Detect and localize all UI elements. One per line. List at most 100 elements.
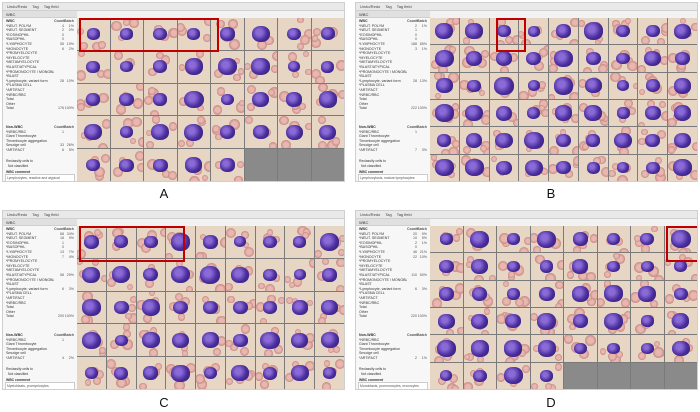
cell-grid[interactable] bbox=[430, 226, 697, 389]
non-wbc-row[interactable]: Giant Thrombocyte bbox=[359, 342, 427, 347]
cell-image[interactable] bbox=[196, 258, 225, 291]
non-wbc-row[interactable]: *NRBC/RBC 1 bbox=[6, 338, 74, 343]
wbc-class-row[interactable]: *BASOPHIL 0 bbox=[359, 245, 427, 250]
wbc-class-row[interactable]: *LYMPHOCYTE 13 7% bbox=[6, 250, 74, 255]
wbc-class-row[interactable]: *LYMPHOCYTE 55 19% bbox=[6, 42, 74, 47]
cell-image[interactable] bbox=[631, 308, 664, 335]
wbc-class-row[interactable]: *ARTIFACT bbox=[6, 88, 74, 93]
reclassify-value[interactable]: Not classified bbox=[8, 164, 29, 168]
wbc-class-row[interactable]: *NEUT. POLYM 2 1% bbox=[359, 24, 427, 29]
wbc-class-row[interactable]: *PLASMA CELL bbox=[359, 291, 427, 296]
cell-image[interactable] bbox=[497, 362, 530, 389]
wbc-class-row[interactable]: *BLAST/ATYPICAL 110 50% bbox=[359, 273, 427, 278]
cell-image[interactable] bbox=[430, 308, 463, 335]
cell-image[interactable] bbox=[664, 280, 697, 307]
cell-image[interactable] bbox=[144, 50, 177, 83]
cell-image[interactable] bbox=[530, 308, 563, 335]
toolbar-tag[interactable]: Tag bbox=[32, 4, 39, 9]
wbc-class-row[interactable]: *NEUT. SEGMENT 18 9% bbox=[6, 236, 74, 241]
cell-image[interactable] bbox=[578, 72, 608, 99]
wbc-class-row[interactable]: *BLAST bbox=[6, 282, 74, 287]
cell-image[interactable] bbox=[225, 291, 255, 324]
cell-image[interactable] bbox=[597, 280, 630, 307]
wbc-class-row[interactable]: *MONOCYTE 3 1% bbox=[359, 47, 427, 52]
toolbar-undo[interactable]: Undo/Redo bbox=[360, 212, 381, 217]
non-wbc-row[interactable]: Non-WBC Count Batch bbox=[6, 125, 74, 130]
cell-image[interactable] bbox=[497, 308, 530, 335]
cell-image[interactable] bbox=[110, 50, 143, 83]
cell-image[interactable] bbox=[530, 335, 563, 362]
non-wbc-row[interactable]: Non-WBC Count Batch bbox=[6, 333, 74, 338]
reclassify-value[interactable]: Not classified bbox=[361, 372, 382, 376]
cell-image[interactable] bbox=[77, 226, 106, 258]
cell-image[interactable] bbox=[597, 226, 630, 253]
wbc-class-row[interactable]: *Lymphocyte, variant form 28 10% bbox=[6, 79, 74, 84]
cell-image[interactable] bbox=[244, 18, 277, 50]
non-wbc-row[interactable]: *ARTIFACT 4 2% bbox=[6, 356, 74, 361]
comment-field[interactable]: Lymphocytosis, mature lymphocytes bbox=[358, 174, 428, 181]
cell-image[interactable] bbox=[110, 116, 143, 149]
cell-image[interactable] bbox=[578, 100, 608, 127]
cell-image[interactable] bbox=[77, 324, 106, 357]
cell-image[interactable] bbox=[631, 335, 664, 362]
toolbar-tag[interactable]: Tag bbox=[385, 4, 392, 9]
cell-image[interactable] bbox=[597, 335, 630, 362]
cell-image[interactable] bbox=[549, 127, 578, 154]
cell-image[interactable] bbox=[459, 45, 489, 72]
cell-image[interactable] bbox=[77, 149, 110, 181]
empty-cell[interactable] bbox=[631, 362, 664, 389]
cell-image[interactable] bbox=[106, 226, 136, 258]
cell-image[interactable] bbox=[110, 149, 143, 181]
cell-image[interactable] bbox=[430, 45, 459, 72]
wbc-class-row[interactable]: *MYELOCYTE bbox=[359, 264, 427, 269]
wbc-class-row[interactable]: *NEUT. POLYM 68 34% bbox=[6, 232, 74, 237]
cell-image[interactable] bbox=[489, 127, 519, 154]
wbc-class-row[interactable]: *LYMPHOCYTE 46 21% bbox=[359, 250, 427, 255]
cell-image[interactable] bbox=[278, 50, 311, 83]
comment-field[interactable]: Monoblasts, promonocytes, monocytes bbox=[358, 382, 428, 389]
wbc-class-row[interactable]: *BLAST/ATYPICAL bbox=[359, 65, 427, 70]
cell-image[interactable] bbox=[668, 127, 697, 154]
toolbar-undo[interactable]: Undo/Redo bbox=[7, 212, 28, 217]
wbc-class-row[interactable]: *PLASMA CELL bbox=[6, 83, 74, 88]
cell-image[interactable] bbox=[631, 253, 664, 280]
cell-image[interactable] bbox=[285, 357, 315, 389]
wbc-class-row[interactable]: *ARTIFACT bbox=[359, 88, 427, 93]
wbc-class-row[interactable]: *PROMONOCYTE / MONOBLAST bbox=[359, 70, 427, 75]
cell-image[interactable] bbox=[225, 258, 255, 291]
cell-image[interactable] bbox=[530, 280, 563, 307]
cell-image[interactable] bbox=[225, 226, 255, 258]
cell-image[interactable] bbox=[430, 18, 459, 45]
cell-image[interactable] bbox=[255, 324, 285, 357]
toolbar-undo[interactable]: Undo/Redo bbox=[360, 4, 381, 9]
cell-image[interactable] bbox=[166, 258, 196, 291]
non-wbc-row[interactable]: Smudge cell bbox=[6, 351, 74, 356]
cell-image[interactable] bbox=[166, 357, 196, 389]
cell-image[interactable] bbox=[459, 154, 489, 181]
wbc-class-row[interactable]: *NRBC/RBC bbox=[6, 301, 74, 306]
wbc-class-row[interactable]: *PLASMA CELL bbox=[6, 291, 74, 296]
cell-image[interactable] bbox=[177, 83, 210, 116]
non-wbc-row[interactable]: *NRBC/RBC 1 bbox=[6, 130, 74, 135]
wbc-class-row[interactable]: *PROMYELOCYTE bbox=[359, 259, 427, 264]
toolbar-undo[interactable]: Undo/Redo bbox=[7, 4, 28, 9]
non-wbc-row[interactable]: Smudge cell 33 26% bbox=[6, 143, 74, 148]
wbc-class-row[interactable]: Other bbox=[359, 102, 427, 107]
tab-wbc[interactable]: WBC bbox=[356, 11, 430, 18]
cell-image[interactable] bbox=[430, 226, 463, 253]
cell-image[interactable] bbox=[136, 226, 166, 258]
cell-image[interactable] bbox=[430, 127, 459, 154]
non-wbc-row[interactable]: *ARTIFACT 2 1% bbox=[359, 356, 427, 361]
cell-image[interactable] bbox=[110, 83, 143, 116]
cell-image[interactable] bbox=[597, 308, 630, 335]
cell-image[interactable] bbox=[664, 226, 697, 253]
cell-image[interactable] bbox=[564, 226, 597, 253]
non-wbc-row[interactable]: Smudge cell bbox=[359, 351, 427, 356]
cell-image[interactable] bbox=[311, 18, 344, 50]
cell-image[interactable] bbox=[211, 149, 244, 181]
cell-image[interactable] bbox=[668, 154, 697, 181]
cell-image[interactable] bbox=[430, 335, 463, 362]
cell-image[interactable] bbox=[459, 72, 489, 99]
wbc-class-row[interactable]: Total 200 100% bbox=[6, 314, 74, 319]
cell-image[interactable] bbox=[285, 324, 315, 357]
